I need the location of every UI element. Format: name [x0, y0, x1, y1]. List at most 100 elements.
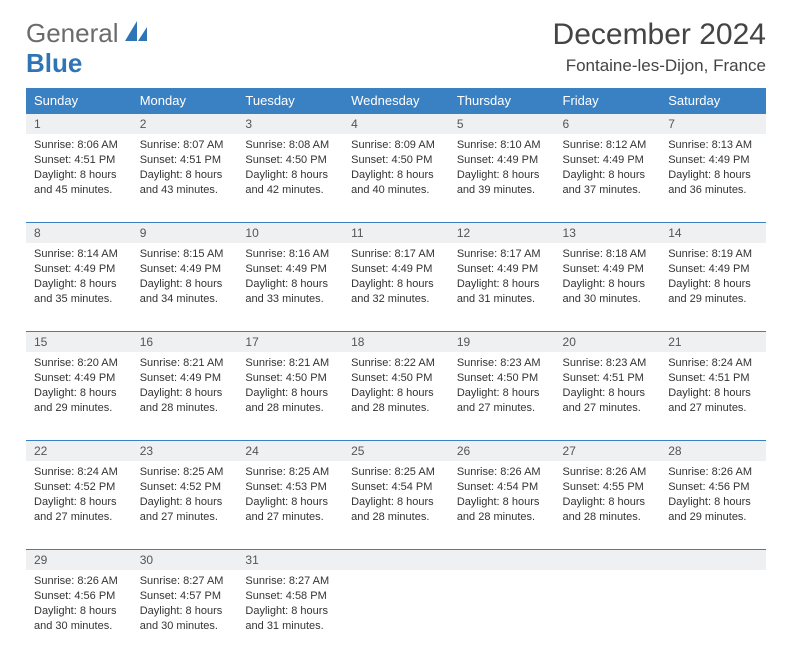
day-number: 31 — [237, 550, 343, 570]
calendar-table: SundayMondayTuesdayWednesdayThursdayFrid… — [26, 88, 766, 658]
day-number: 19 — [449, 332, 555, 352]
calendar-cell — [449, 570, 555, 658]
location-label: Fontaine-les-Dijon, France — [553, 56, 766, 76]
day-details: Sunrise: 8:24 AMSunset: 4:51 PMDaylight:… — [660, 352, 766, 421]
day-number: 14 — [660, 223, 766, 243]
day-number: 27 — [555, 441, 661, 461]
weekday-header: Friday — [555, 88, 661, 114]
day-details: Sunrise: 8:23 AMSunset: 4:50 PMDaylight:… — [449, 352, 555, 421]
weekday-header: Saturday — [660, 88, 766, 114]
calendar-cell: Sunrise: 8:20 AMSunset: 4:49 PMDaylight:… — [26, 352, 132, 441]
brand-word-2: Blue — [26, 48, 82, 78]
calendar-cell: Sunrise: 8:08 AMSunset: 4:50 PMDaylight:… — [237, 134, 343, 223]
calendar-cell: Sunrise: 8:23 AMSunset: 4:51 PMDaylight:… — [555, 352, 661, 441]
day-number — [660, 550, 766, 556]
day-details: Sunrise: 8:27 AMSunset: 4:57 PMDaylight:… — [132, 570, 238, 639]
day-details: Sunrise: 8:23 AMSunset: 4:51 PMDaylight:… — [555, 352, 661, 421]
day-number: 29 — [26, 550, 132, 570]
weekday-header: Sunday — [26, 88, 132, 114]
day-number: 30 — [132, 550, 238, 570]
calendar-cell: Sunrise: 8:27 AMSunset: 4:58 PMDaylight:… — [237, 570, 343, 658]
day-number: 26 — [449, 441, 555, 461]
day-number: 1 — [26, 114, 132, 134]
day-number: 7 — [660, 114, 766, 134]
calendar-cell: Sunrise: 8:23 AMSunset: 4:50 PMDaylight:… — [449, 352, 555, 441]
calendar-cell: Sunrise: 8:24 AMSunset: 4:51 PMDaylight:… — [660, 352, 766, 441]
day-details: Sunrise: 8:19 AMSunset: 4:49 PMDaylight:… — [660, 243, 766, 312]
day-details: Sunrise: 8:21 AMSunset: 4:49 PMDaylight:… — [132, 352, 238, 421]
day-details: Sunrise: 8:26 AMSunset: 4:56 PMDaylight:… — [660, 461, 766, 530]
brand-logo: General — [26, 18, 151, 49]
weekday-header: Monday — [132, 88, 238, 114]
month-title: December 2024 — [553, 18, 766, 52]
day-details: Sunrise: 8:16 AMSunset: 4:49 PMDaylight:… — [237, 243, 343, 312]
day-details: Sunrise: 8:13 AMSunset: 4:49 PMDaylight:… — [660, 134, 766, 203]
day-number: 24 — [237, 441, 343, 461]
brand-word-1: General — [26, 18, 119, 49]
day-number: 21 — [660, 332, 766, 352]
calendar-cell — [343, 570, 449, 658]
calendar-cell: Sunrise: 8:07 AMSunset: 4:51 PMDaylight:… — [132, 134, 238, 223]
day-number: 25 — [343, 441, 449, 461]
title-block: December 2024 Fontaine-les-Dijon, France — [553, 18, 766, 78]
brand-word-2-wrap: Blue — [26, 48, 82, 79]
calendar-cell: Sunrise: 8:26 AMSunset: 4:55 PMDaylight:… — [555, 461, 661, 550]
day-details: Sunrise: 8:21 AMSunset: 4:50 PMDaylight:… — [237, 352, 343, 421]
day-number: 3 — [237, 114, 343, 134]
day-number: 15 — [26, 332, 132, 352]
day-details: Sunrise: 8:17 AMSunset: 4:49 PMDaylight:… — [343, 243, 449, 312]
calendar-cell: Sunrise: 8:06 AMSunset: 4:51 PMDaylight:… — [26, 134, 132, 223]
calendar-cell: Sunrise: 8:12 AMSunset: 4:49 PMDaylight:… — [555, 134, 661, 223]
day-details: Sunrise: 8:07 AMSunset: 4:51 PMDaylight:… — [132, 134, 238, 203]
day-details: Sunrise: 8:25 AMSunset: 4:53 PMDaylight:… — [237, 461, 343, 530]
calendar-page: General December 2024 Fontaine-les-Dijon… — [0, 0, 792, 612]
day-number: 8 — [26, 223, 132, 243]
day-number: 16 — [132, 332, 238, 352]
calendar-cell: Sunrise: 8:19 AMSunset: 4:49 PMDaylight:… — [660, 243, 766, 332]
calendar-cell: Sunrise: 8:15 AMSunset: 4:49 PMDaylight:… — [132, 243, 238, 332]
weekday-header: Thursday — [449, 88, 555, 114]
day-number: 4 — [343, 114, 449, 134]
day-number — [449, 550, 555, 556]
day-details: Sunrise: 8:12 AMSunset: 4:49 PMDaylight:… — [555, 134, 661, 203]
day-details: Sunrise: 8:25 AMSunset: 4:52 PMDaylight:… — [132, 461, 238, 530]
calendar-cell: Sunrise: 8:16 AMSunset: 4:49 PMDaylight:… — [237, 243, 343, 332]
day-details: Sunrise: 8:26 AMSunset: 4:54 PMDaylight:… — [449, 461, 555, 530]
header-bar: General December 2024 Fontaine-les-Dijon… — [26, 18, 766, 78]
calendar-cell: Sunrise: 8:13 AMSunset: 4:49 PMDaylight:… — [660, 134, 766, 223]
day-details: Sunrise: 8:20 AMSunset: 4:49 PMDaylight:… — [26, 352, 132, 421]
day-number: 18 — [343, 332, 449, 352]
day-details: Sunrise: 8:25 AMSunset: 4:54 PMDaylight:… — [343, 461, 449, 530]
calendar-cell: Sunrise: 8:26 AMSunset: 4:56 PMDaylight:… — [26, 570, 132, 658]
day-number: 13 — [555, 223, 661, 243]
day-details: Sunrise: 8:22 AMSunset: 4:50 PMDaylight:… — [343, 352, 449, 421]
day-details: Sunrise: 8:18 AMSunset: 4:49 PMDaylight:… — [555, 243, 661, 312]
day-details: Sunrise: 8:15 AMSunset: 4:49 PMDaylight:… — [132, 243, 238, 312]
calendar-cell: Sunrise: 8:25 AMSunset: 4:53 PMDaylight:… — [237, 461, 343, 550]
calendar-cell: Sunrise: 8:10 AMSunset: 4:49 PMDaylight:… — [449, 134, 555, 223]
day-details: Sunrise: 8:24 AMSunset: 4:52 PMDaylight:… — [26, 461, 132, 530]
calendar-cell: Sunrise: 8:17 AMSunset: 4:49 PMDaylight:… — [343, 243, 449, 332]
day-details: Sunrise: 8:06 AMSunset: 4:51 PMDaylight:… — [26, 134, 132, 203]
day-number: 23 — [132, 441, 238, 461]
day-details: Sunrise: 8:26 AMSunset: 4:56 PMDaylight:… — [26, 570, 132, 639]
day-details: Sunrise: 8:10 AMSunset: 4:49 PMDaylight:… — [449, 134, 555, 203]
day-details: Sunrise: 8:09 AMSunset: 4:50 PMDaylight:… — [343, 134, 449, 203]
day-number: 20 — [555, 332, 661, 352]
day-details: Sunrise: 8:27 AMSunset: 4:58 PMDaylight:… — [237, 570, 343, 639]
calendar-cell: Sunrise: 8:22 AMSunset: 4:50 PMDaylight:… — [343, 352, 449, 441]
day-number: 17 — [237, 332, 343, 352]
day-details: Sunrise: 8:26 AMSunset: 4:55 PMDaylight:… — [555, 461, 661, 530]
day-details: Sunrise: 8:14 AMSunset: 4:49 PMDaylight:… — [26, 243, 132, 312]
day-number: 28 — [660, 441, 766, 461]
calendar-cell: Sunrise: 8:21 AMSunset: 4:50 PMDaylight:… — [237, 352, 343, 441]
calendar-cell: Sunrise: 8:21 AMSunset: 4:49 PMDaylight:… — [132, 352, 238, 441]
calendar-cell: Sunrise: 8:26 AMSunset: 4:56 PMDaylight:… — [660, 461, 766, 550]
calendar-cell: Sunrise: 8:26 AMSunset: 4:54 PMDaylight:… — [449, 461, 555, 550]
calendar-cell: Sunrise: 8:18 AMSunset: 4:49 PMDaylight:… — [555, 243, 661, 332]
day-number — [343, 550, 449, 556]
calendar-header-row: SundayMondayTuesdayWednesdayThursdayFrid… — [26, 88, 766, 114]
calendar-cell: Sunrise: 8:09 AMSunset: 4:50 PMDaylight:… — [343, 134, 449, 223]
calendar-cell — [660, 570, 766, 658]
calendar-cell: Sunrise: 8:24 AMSunset: 4:52 PMDaylight:… — [26, 461, 132, 550]
